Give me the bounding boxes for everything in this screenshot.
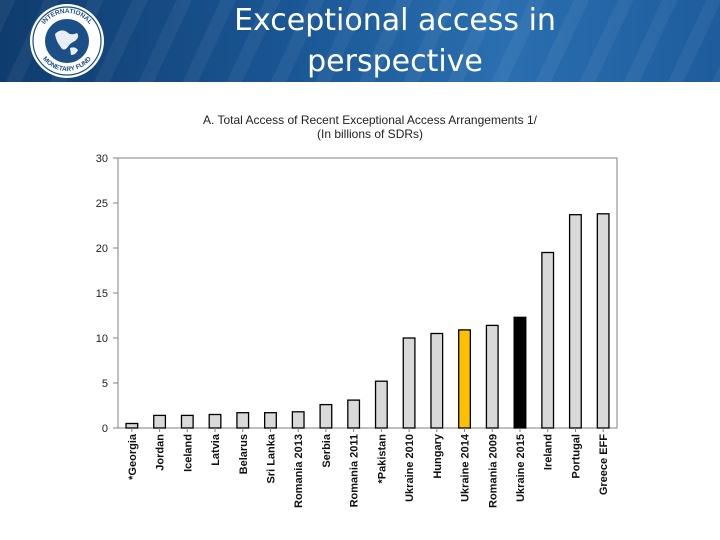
bar-ukraine-2015	[513, 316, 527, 429]
chart-subtitle: (In billions of SDRs)	[316, 127, 424, 141]
category-label: Ukraine 2010	[404, 434, 416, 502]
slide-title-line2: perspective	[307, 44, 483, 79]
category-label: Latvia	[210, 433, 222, 466]
y-tick-label: 0	[102, 423, 108, 435]
category-label: Ukraine 2014	[460, 433, 472, 502]
bar-georgia	[125, 422, 139, 429]
title-banner: INTERNATIONAL MONETARY FUND Exceptional …	[0, 0, 720, 82]
bar-ukraine-2014	[458, 329, 471, 429]
bar-greece-eff	[596, 213, 610, 429]
bar-romania-2011	[347, 399, 361, 429]
bar-portugal	[568, 214, 582, 429]
imf-logo: INTERNATIONAL MONETARY FUND	[30, 4, 104, 78]
y-tick-label: 5	[102, 378, 108, 390]
category-label: Iceland	[182, 434, 194, 472]
chart-title: A. Total Access of Recent Exceptional Ac…	[150, 113, 590, 141]
bar-latvia	[208, 413, 222, 429]
y-tick-label: 10	[96, 333, 108, 345]
chart-title-text: A. Total Access of Recent Exceptional Ac…	[203, 113, 537, 127]
category-label: Ireland	[543, 434, 555, 470]
category-label: Hungary	[432, 433, 444, 479]
category-label: Romania 2009	[487, 434, 499, 508]
category-label: Romania 2011	[349, 434, 361, 507]
category-label: Romania 2013	[293, 434, 305, 508]
bar-hungary	[430, 332, 444, 429]
bar-pakistan	[374, 380, 388, 429]
bar-belarus	[236, 412, 250, 429]
category-label: Jordan	[155, 434, 167, 471]
slide-title: Exceptional access in perspective	[170, 0, 620, 82]
category-label: Sri Lanka	[265, 433, 277, 483]
y-tick-label: 30	[96, 153, 108, 165]
bar-ireland	[541, 251, 555, 429]
bar-jordan	[153, 414, 167, 429]
bar-iceland	[180, 414, 194, 429]
bar-romania-2013	[291, 411, 305, 429]
slide-title-line1: Exceptional access in	[234, 3, 556, 38]
category-label: *Georgia	[127, 433, 139, 480]
category-label: Portugal	[570, 434, 582, 479]
y-tick-label: 25	[96, 198, 108, 210]
bar-sri-lanka	[264, 412, 277, 429]
category-label: Ukraine 2015	[515, 434, 527, 502]
y-tick-label: 20	[96, 243, 108, 255]
category-label: Belarus	[238, 434, 250, 474]
bar-serbia	[319, 403, 333, 429]
bar-ukraine-2010	[402, 337, 416, 429]
category-label: Serbia	[321, 433, 333, 468]
y-tick-label: 15	[96, 288, 108, 300]
category-label: Greece EFF	[598, 434, 610, 495]
bar-romania-2009	[485, 324, 499, 429]
category-label: *Pakistan	[376, 434, 388, 484]
